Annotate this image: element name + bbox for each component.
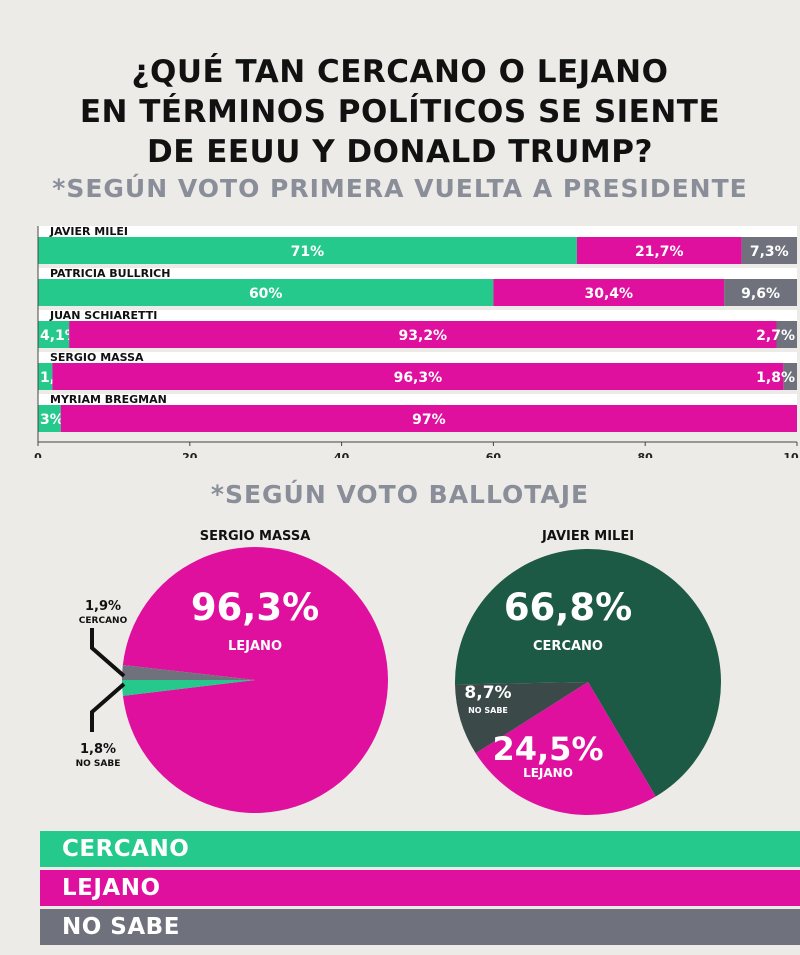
bar-data-label: 60% <box>249 286 283 302</box>
title-line: EN TÉRMINOS POLÍTICOS SE SIENTE <box>79 94 721 130</box>
pie-data-sublabel: LEJANO <box>523 766 573 780</box>
bar-tick-label: 0 <box>34 451 42 458</box>
bar-tick-label: 80 <box>638 451 654 458</box>
bar-category-label: PATRICIA BULLRICH <box>50 267 170 280</box>
pie-data-sublabel: NO SABE <box>76 759 121 769</box>
pie-data-sublabel: CERCANO <box>79 616 128 626</box>
pie-data-label: 8,7% <box>464 683 511 703</box>
pie-data-label: 1,9% <box>85 599 121 614</box>
pie-slice <box>122 680 255 696</box>
bar-data-label: 9,6% <box>741 286 780 302</box>
bar-data-label: 71% <box>291 244 325 260</box>
legend-no-sabe: NO SABE <box>40 909 800 945</box>
bar-category-band <box>38 226 797 237</box>
title-line: DE EEUU Y DONALD TRUMP? <box>147 134 653 170</box>
bar-segment <box>69 321 777 348</box>
bar-data-label: 3% <box>40 412 64 428</box>
legend-lejano: LEJANO <box>40 870 800 906</box>
bar-tick-label: 20 <box>182 451 198 458</box>
pie-slice <box>122 664 255 680</box>
pie-data-label: 24,5% <box>492 730 603 768</box>
bar-category-band <box>38 310 797 321</box>
legend-cercano: CERCANO <box>40 831 800 867</box>
pie-data-sublabel: NO SABE <box>468 706 508 715</box>
bar-category-band <box>38 394 797 405</box>
bar-data-label: 1,8% <box>756 370 795 386</box>
bar-data-label: 96,3% <box>394 370 443 386</box>
pie-callout-line <box>90 628 126 678</box>
bar-segment <box>38 363 53 390</box>
bar-category-label: JAVIER MILEI <box>49 225 128 238</box>
bar-data-label: 30,4% <box>584 286 633 302</box>
pie-data-sublabel: CERCANO <box>533 639 603 654</box>
bar-data-label: 97% <box>412 412 446 428</box>
pie-data-label: 1,8% <box>80 742 116 757</box>
pie-data-sublabel: LEJANO <box>228 639 282 654</box>
bar-segment <box>38 237 577 264</box>
bar-category-band <box>38 268 797 279</box>
bar-tick-label: 10 <box>783 451 799 458</box>
bar-segment <box>576 237 742 264</box>
bar-segment <box>38 405 61 432</box>
bar-segment <box>52 363 784 390</box>
stacked-bar-chart: JAVIER MILEI 71% 21,7% 7,3% PATRICIA BULLRIC… <box>34 225 799 458</box>
bar-segment <box>741 237 797 264</box>
bar-tick-label: 60 <box>486 451 502 458</box>
bar-data-label: 21,7% <box>635 244 684 260</box>
bar-segment <box>783 363 797 390</box>
subtitle-first-round: *SEGÚN VOTO PRIMERA VUELTA A PRESIDENTE <box>52 174 748 203</box>
bar-segment <box>724 279 797 306</box>
bar-category-label: MYRIAM BREGMAN <box>50 393 167 406</box>
pie-slice <box>454 549 721 797</box>
bar-category-band <box>38 352 797 363</box>
bar-data-label: 7,3% <box>750 244 789 260</box>
bar-segment <box>776 321 797 348</box>
legend-label: LEJANO <box>62 875 161 901</box>
pie-slice <box>455 682 588 754</box>
bar-data-label: 2,7% <box>756 328 795 344</box>
pie-data-label: 96,3% <box>191 586 319 629</box>
legend-label: NO SABE <box>62 914 180 940</box>
page-title: ¿QUÉ TAN CERCANO O LEJANO EN TÉRMINOS PO… <box>0 52 800 172</box>
title-line: ¿QUÉ TAN CERCANO O LEJANO <box>131 54 669 90</box>
legend-label: CERCANO <box>62 836 190 862</box>
bar-segment <box>60 405 797 432</box>
bar-segment <box>38 321 70 348</box>
bar-tick-label: 40 <box>334 451 350 458</box>
pie-slice <box>475 682 656 816</box>
pie-charts: SERGIO MASSA 96,3% LEJANO 1,9% CERCANO 1,8% NO… <box>76 529 721 816</box>
pie-data-label: 66,8% <box>504 586 632 629</box>
subtitle-ballotage: *SEGÚN VOTO BALLOTAJE <box>210 480 590 509</box>
pie-title: JAVIER MILEI <box>541 529 634 544</box>
bar-segment <box>38 279 494 306</box>
bar-data-label: 93,2% <box>399 328 448 344</box>
pie-title: SERGIO MASSA <box>200 529 311 544</box>
pie-callout-line <box>90 682 126 732</box>
bar-segment <box>493 279 725 306</box>
pie-slice <box>122 546 388 813</box>
bar-category-label: JUAN SCHIARETTI <box>49 309 157 322</box>
bar-category-label: SERGIO MASSA <box>50 351 144 364</box>
